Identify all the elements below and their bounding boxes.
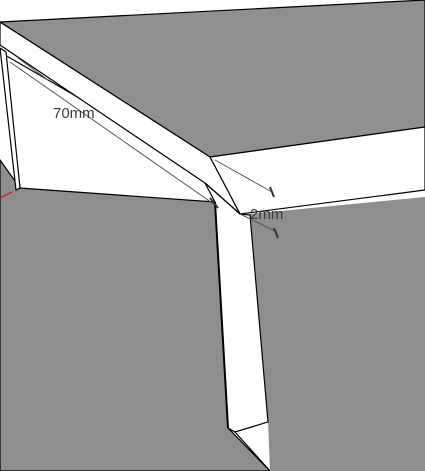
- dimension-label-2mm[interactable]: 2mm: [250, 206, 283, 223]
- dimension-line-70mm[interactable]: [9, 61, 216, 206]
- dimension-line-2mm-a[interactable]: [214, 159, 273, 193]
- dimension-label-70mm[interactable]: 70mm: [53, 105, 95, 122]
- red-axis-line: [0, 191, 13, 199]
- floor-surface-right: [240, 197, 425, 471]
- dimension-tick-70mm-right: [209, 197, 219, 209]
- wall-edge-strip: [0, 47, 21, 191]
- dimension-tick-70mm-left: [17, 57, 49, 81]
- dimension-line-2mm-b[interactable]: [239, 213, 278, 233]
- dimension-tick-2mm-top: [269, 186, 275, 198]
- leg-inner-edge: [214, 201, 229, 429]
- floor-edge-line: [234, 431, 271, 471]
- dimension-tick-2mm-bottom: [273, 227, 279, 239]
